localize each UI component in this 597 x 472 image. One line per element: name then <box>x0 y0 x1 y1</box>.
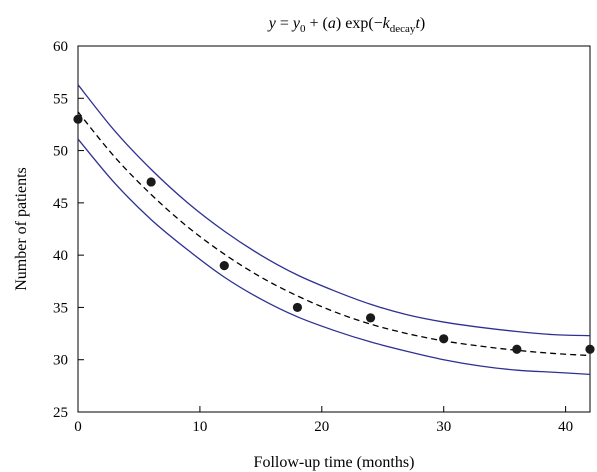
y-tick-label: 60 <box>53 39 68 55</box>
confidence-band-upper <box>77 84 591 337</box>
data-point <box>292 302 303 313</box>
data-point <box>365 313 376 323</box>
fit-curves <box>77 84 591 376</box>
data-points <box>73 114 595 354</box>
y-axis-label: Number of patients <box>13 167 30 291</box>
x-tick-label: 0 <box>74 419 82 435</box>
x-tick-label: 10 <box>192 419 207 435</box>
y-tick-label: 35 <box>53 300 68 316</box>
x-tick-label: 30 <box>436 419 451 435</box>
y-tick-label: 55 <box>53 91 68 107</box>
y-tick-label: 40 <box>53 248 68 264</box>
plot-frame <box>77 45 591 413</box>
data-point <box>439 334 449 344</box>
x-axis-label: Follow-up time (months) <box>254 454 415 471</box>
data-point <box>73 114 83 124</box>
x-tick-label: 40 <box>558 419 573 435</box>
data-point <box>585 344 595 354</box>
y-tick-label: 30 <box>53 353 68 369</box>
y-tick-label: 50 <box>53 144 68 160</box>
data-point <box>512 344 522 354</box>
fit-curve-dashed <box>77 111 591 357</box>
data-point <box>219 261 229 271</box>
axis-ticks: 0 10 20 30 40 25 30 35 40 45 50 55 60 <box>53 39 573 435</box>
x-tick-label: 20 <box>314 419 329 435</box>
confidence-band-lower <box>77 138 591 376</box>
data-point <box>146 177 156 187</box>
equation-title: y = y0 + (a) exp(−kdecayt) <box>267 15 425 35</box>
y-tick-label: 45 <box>53 196 68 212</box>
y-tick-label: 25 <box>53 405 68 421</box>
